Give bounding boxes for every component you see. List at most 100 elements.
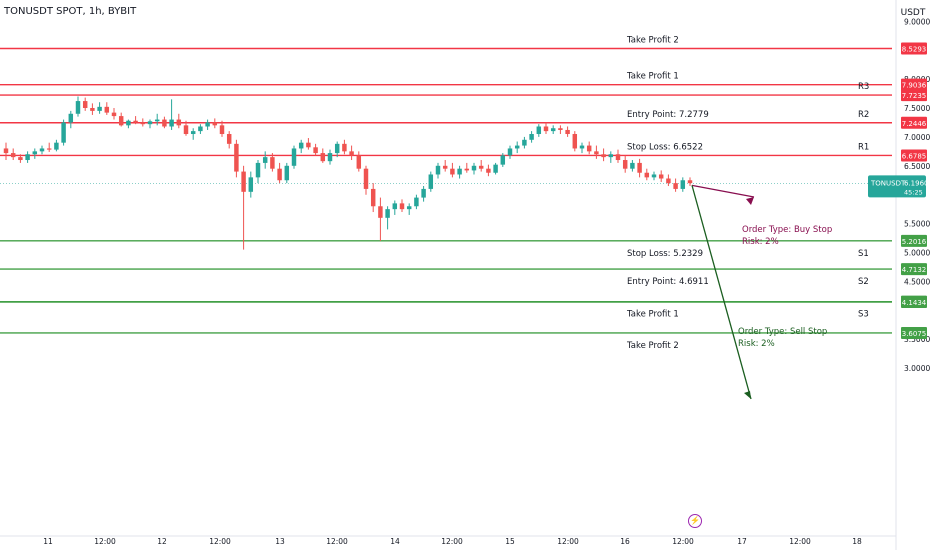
candle-body <box>169 119 174 127</box>
candle-body <box>25 154 30 161</box>
candle-body <box>183 125 189 135</box>
candle-body <box>637 162 642 173</box>
x-tick-label: 12:00 <box>94 537 116 546</box>
candle-body <box>133 120 138 123</box>
level-price-badge <box>901 78 927 91</box>
candle-body <box>687 180 693 184</box>
candle-body <box>630 162 635 169</box>
candle-body <box>18 157 23 161</box>
candle-body <box>234 143 239 172</box>
candle-body <box>154 119 160 122</box>
level-text: Take Profit 1 <box>626 310 679 320</box>
candle-body <box>601 154 606 158</box>
y-tick-label: 6.5000 <box>904 162 930 171</box>
candle-body <box>594 151 599 155</box>
candle-body <box>457 168 462 175</box>
candle-body <box>277 168 282 181</box>
level-price-badge <box>901 42 927 55</box>
level-price-label: 5.2016 <box>902 238 927 246</box>
level-price-label: 7.2446 <box>902 120 927 128</box>
level-text: Stop Loss: 5.2329 <box>627 249 703 259</box>
candle-body <box>111 112 117 117</box>
candle-body <box>666 178 671 184</box>
last-price-symbol: TONUSDT <box>870 179 906 187</box>
candle-body <box>104 106 110 113</box>
candle-body <box>500 155 506 165</box>
x-tick-label: 15 <box>505 537 515 546</box>
y-tick-label: 7.0000 <box>904 133 930 142</box>
buy-arrow <box>691 184 755 198</box>
candle-body <box>356 155 362 169</box>
candle-body <box>255 162 261 178</box>
candle-body <box>421 188 426 198</box>
candle-body <box>543 126 549 132</box>
y-tick-label: 3.5000 <box>904 335 930 344</box>
candle-body <box>39 148 45 152</box>
y-tick-label: 7.5000 <box>904 104 930 113</box>
x-tick-label: 16 <box>620 537 630 546</box>
candle-body <box>97 106 102 111</box>
candle-body <box>572 134 578 149</box>
sell-order-type: Order Type: Sell Stop <box>738 327 827 337</box>
level-price-label: 3.6075 <box>902 330 927 338</box>
candle-body <box>126 120 131 126</box>
candle-body <box>622 160 628 169</box>
level-price-label: 4.1434 <box>902 299 927 307</box>
candle-body <box>226 134 232 144</box>
x-tick-label: 12:00 <box>441 537 463 546</box>
candle-body <box>334 143 340 154</box>
candle-body <box>428 174 434 189</box>
level-price-label: 4.7132 <box>902 266 927 274</box>
level-price-badge <box>901 326 927 339</box>
level-text: Take Profit 1 <box>626 72 679 82</box>
currency-label[interactable]: USDT <box>900 8 926 18</box>
candle-body <box>536 126 542 135</box>
candle-body <box>586 145 592 152</box>
candle-body <box>385 209 390 218</box>
candle-body <box>162 119 167 127</box>
candle-body <box>320 153 326 162</box>
candle-body <box>82 101 88 108</box>
candle-body <box>61 122 66 143</box>
level-text: Take Profit 2 <box>626 341 679 351</box>
y-tick-label: 5.5000 <box>904 220 930 229</box>
level-text: Stop Loss: 6.6522 <box>627 142 703 152</box>
x-tick-label: 18 <box>852 537 862 546</box>
lightning-icon[interactable]: ⚡ <box>688 514 702 528</box>
candle-body <box>514 145 520 149</box>
candle-body <box>464 168 470 171</box>
x-tick-label: 12:00 <box>557 537 579 546</box>
x-tick-label: 14 <box>390 537 400 546</box>
candle-body <box>298 142 304 149</box>
level-side-label: S2 <box>858 277 869 287</box>
candle-body <box>327 153 333 162</box>
candle-body <box>450 168 455 175</box>
candle-body <box>529 134 534 140</box>
level-side-label: S3 <box>858 310 869 320</box>
candle-body <box>442 165 448 169</box>
x-tick-label: 11 <box>43 537 53 546</box>
candle-body <box>615 154 621 161</box>
sell-risk: Risk: 2% <box>738 339 775 349</box>
level-price-badge <box>901 149 927 162</box>
level-price-label: 7.9036 <box>902 82 927 90</box>
last-price-badge <box>868 175 926 198</box>
level-price-label: 6.6785 <box>902 152 927 160</box>
buy-arrowhead <box>746 197 754 205</box>
candle-body <box>68 113 74 123</box>
level-side-label: R1 <box>858 142 869 152</box>
candle-body <box>241 171 246 192</box>
candle-body <box>140 122 146 125</box>
candle-body <box>478 165 484 169</box>
candle-body <box>190 131 196 135</box>
level-price-badge <box>901 263 927 276</box>
candle-body <box>75 101 81 114</box>
candle-body <box>378 206 383 218</box>
symbol-title[interactable]: TONUSDT SPOT, 1h, BYBIT <box>4 6 137 17</box>
buy-order-type: Order Type: Buy Stop <box>742 225 832 235</box>
candle-body <box>342 143 347 152</box>
candle-body <box>349 151 354 156</box>
candle-body <box>176 119 182 126</box>
